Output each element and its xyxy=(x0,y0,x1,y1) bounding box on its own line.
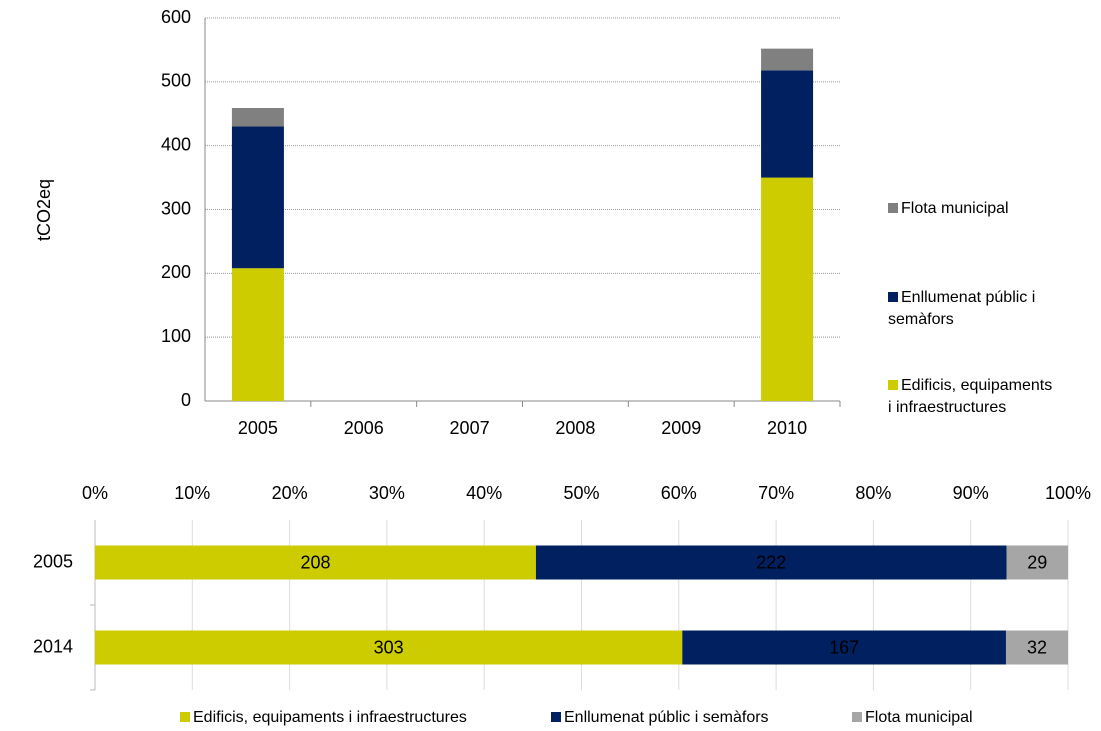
y-tick-label: 300 xyxy=(161,198,191,218)
x-tick-label: 70% xyxy=(758,483,794,503)
data-label: 222 xyxy=(756,552,786,572)
legend-label: Flota municipal xyxy=(901,200,1009,217)
x-tick-label: 30% xyxy=(369,483,405,503)
data-label: 167 xyxy=(829,637,859,657)
bar-segment xyxy=(1005,630,1068,665)
legend-label: Enllumenat públic i semàfors xyxy=(888,289,1036,328)
y-tick-label: 2005 xyxy=(33,551,73,571)
data-label: 32 xyxy=(1027,637,1047,657)
y-tick-label: 200 xyxy=(161,262,191,282)
y-tick-label: 600 xyxy=(161,7,191,27)
legend-swatch xyxy=(888,203,898,213)
x-tick-label: 100% xyxy=(1045,483,1091,503)
legend-item: Flota municipal xyxy=(888,198,1053,220)
bar-segment xyxy=(1006,545,1068,580)
x-tick-label: 40% xyxy=(466,483,502,503)
bar-segment xyxy=(682,630,1006,665)
y-tick-label: 100 xyxy=(161,326,191,346)
y-axis-title: tCO2eq xyxy=(34,179,54,241)
bar-segment xyxy=(761,48,814,71)
y-tick-label: 400 xyxy=(161,134,191,154)
x-tick-label: 80% xyxy=(855,483,891,503)
y-tick-label: 0 xyxy=(181,390,191,410)
x-tick-label: 2010 xyxy=(767,418,807,438)
legend-label: Edificis, equipaments i infraestructures xyxy=(888,377,1053,416)
bar-segment xyxy=(95,630,683,665)
bar-segment xyxy=(761,70,814,178)
legend-swatch xyxy=(180,712,190,722)
bar-segment xyxy=(535,545,1007,580)
data-label: 29 xyxy=(1027,552,1047,572)
legend-label: Edificis, equipaments i infraestructures xyxy=(193,709,467,726)
legend-item: Edificis, equipaments i infraestructures xyxy=(888,375,1053,419)
x-tick-label: 90% xyxy=(953,483,989,503)
bar-segment xyxy=(231,268,284,401)
legend-item: Enllumenat públic i semàfors xyxy=(551,707,841,729)
x-tick-label: 2005 xyxy=(238,418,278,438)
legend-label: Flota municipal xyxy=(865,709,973,726)
y-tick-label: 500 xyxy=(161,71,191,91)
x-tick-label: 0% xyxy=(82,483,108,503)
legend-item: Flota municipal xyxy=(852,707,1052,729)
x-tick-label: 2007 xyxy=(450,418,490,438)
x-tick-label: 60% xyxy=(661,483,697,503)
x-tick-label: 2006 xyxy=(344,418,384,438)
legend-item: Edificis, equipaments i infraestructures xyxy=(180,707,540,729)
bar-segment xyxy=(761,177,814,401)
legend-swatch xyxy=(551,712,561,722)
bar-segment xyxy=(231,126,284,269)
x-tick-label: 2009 xyxy=(661,418,701,438)
legend-item: Enllumenat públic i semàfors xyxy=(888,287,1053,331)
x-tick-label: 50% xyxy=(563,483,599,503)
y-tick-label: 2014 xyxy=(33,636,73,656)
bar-segment xyxy=(231,108,284,127)
x-tick-label: 10% xyxy=(174,483,210,503)
legend-swatch xyxy=(888,380,898,390)
x-tick-label: 20% xyxy=(272,483,308,503)
bar-segment xyxy=(95,545,536,580)
legend-swatch xyxy=(888,292,898,302)
legend-swatch xyxy=(852,712,862,722)
legend-label: Enllumenat públic i semàfors xyxy=(564,709,769,726)
data-label: 303 xyxy=(374,637,404,657)
data-label: 208 xyxy=(300,552,330,572)
x-tick-label: 2008 xyxy=(555,418,595,438)
